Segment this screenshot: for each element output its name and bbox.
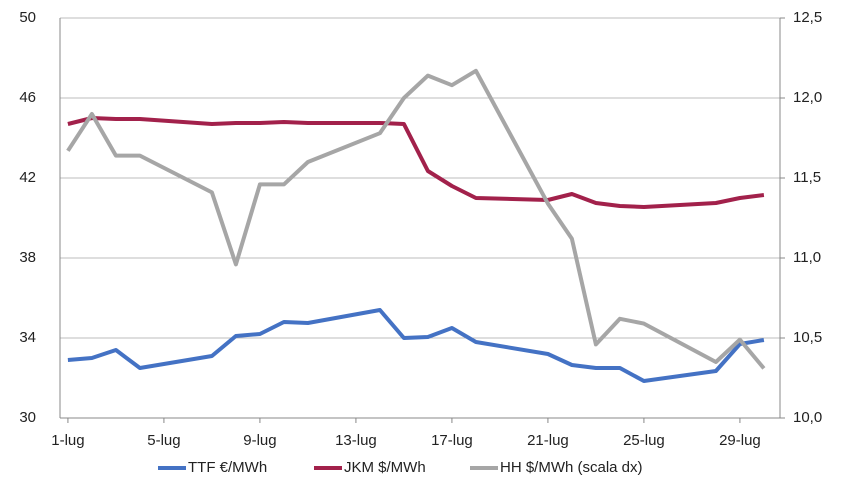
y-tick-label: 38 bbox=[19, 249, 36, 266]
x-tick-label: 25-lug bbox=[623, 432, 665, 449]
y2-tick-label: 12,0 bbox=[793, 89, 822, 106]
x-tick-label: 1-lug bbox=[51, 432, 84, 449]
y2-tick-label: 10,5 bbox=[793, 329, 822, 346]
y2-tick-label: 10,0 bbox=[793, 409, 822, 426]
y2-tick-label: 11,0 bbox=[793, 249, 821, 266]
series-line bbox=[67, 116, 765, 209]
x-tick-label: 13-lug bbox=[335, 432, 377, 449]
y2-tick-label: 12,5 bbox=[793, 9, 822, 26]
y-tick-label: 42 bbox=[19, 169, 36, 186]
x-tick-label: 5-lug bbox=[147, 432, 180, 449]
series-line bbox=[67, 308, 765, 383]
legend-label: TTF €/MWh bbox=[188, 459, 267, 476]
y-tick-label: 30 bbox=[19, 409, 36, 426]
y-tick-label: 50 bbox=[19, 9, 36, 26]
y-tick-label: 34 bbox=[19, 329, 36, 346]
series-line bbox=[66, 68, 766, 370]
x-tick-label: 17-lug bbox=[431, 432, 473, 449]
y2-tick-label: 11,5 bbox=[793, 169, 821, 186]
legend-label: JKM $/MWh bbox=[344, 459, 426, 476]
x-tick-label: 9-lug bbox=[243, 432, 276, 449]
y-tick-label: 46 bbox=[19, 89, 36, 106]
legend-label: HH $/MWh (scala dx) bbox=[500, 459, 643, 476]
x-tick-label: 29-lug bbox=[719, 432, 761, 449]
x-tick-label: 21-lug bbox=[527, 432, 569, 449]
